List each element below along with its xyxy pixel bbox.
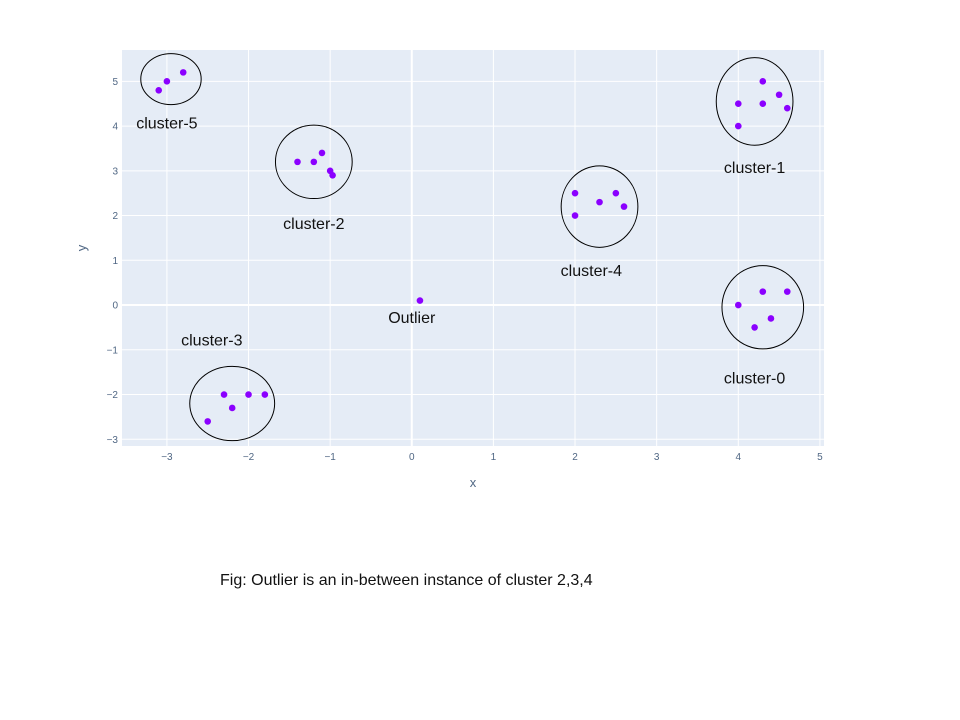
data-point bbox=[571, 189, 579, 197]
cluster-2-outline bbox=[274, 124, 353, 200]
y-tick-label: 1 bbox=[112, 256, 118, 267]
cluster-outlines bbox=[140, 53, 805, 442]
data-point bbox=[318, 149, 326, 157]
data-point bbox=[228, 404, 236, 412]
data-point bbox=[734, 122, 742, 130]
data-point bbox=[751, 324, 758, 331]
annotation-outlier: Outlier bbox=[388, 310, 436, 327]
data-point bbox=[775, 91, 783, 99]
tick-labels: −3 −2 −1 0 1 2 3 4 5 −3 −2 −1 0 1 2 3 4 5 bbox=[107, 77, 824, 463]
x-tick-label: 0 bbox=[409, 452, 415, 463]
data-point bbox=[734, 301, 742, 309]
y-tick-label: 4 bbox=[112, 122, 118, 133]
data-point bbox=[155, 86, 163, 94]
data-point bbox=[179, 69, 187, 76]
data-point bbox=[220, 391, 228, 398]
x-tick-label: 3 bbox=[654, 452, 660, 463]
x-tick-label: −3 bbox=[161, 452, 173, 463]
annotation-cluster-1: cluster-1 bbox=[724, 160, 785, 177]
data-point bbox=[767, 315, 775, 322]
x-tick-label: −1 bbox=[324, 452, 336, 463]
data-points bbox=[155, 69, 791, 425]
x-axis-title: x bbox=[470, 475, 477, 490]
data-point bbox=[759, 78, 767, 85]
gridlines bbox=[122, 50, 824, 446]
data-point bbox=[329, 171, 336, 179]
data-point bbox=[294, 158, 301, 166]
y-tick-label: 2 bbox=[112, 211, 118, 222]
cluster-3-outline bbox=[189, 365, 276, 442]
data-point bbox=[596, 198, 603, 206]
cluster-4-outline bbox=[560, 165, 639, 248]
cluster-5-outline bbox=[140, 53, 202, 106]
data-point bbox=[571, 212, 579, 219]
data-point bbox=[759, 288, 767, 295]
y-tick-label: 3 bbox=[112, 166, 118, 177]
y-tick-label: −2 bbox=[107, 390, 119, 401]
data-point bbox=[783, 288, 791, 295]
data-point bbox=[245, 391, 252, 398]
y-tick-label: −3 bbox=[107, 435, 119, 446]
x-tick-label: 2 bbox=[572, 452, 578, 463]
y-tick-label: 5 bbox=[112, 77, 118, 88]
annotation-cluster-4: cluster-4 bbox=[561, 263, 622, 280]
data-point bbox=[261, 391, 269, 398]
data-point bbox=[204, 418, 212, 425]
annotation-cluster-3: cluster-3 bbox=[181, 332, 242, 349]
x-tick-label: 5 bbox=[817, 452, 823, 463]
annotation-cluster-5: cluster-5 bbox=[136, 115, 197, 132]
x-tick-label: 4 bbox=[736, 452, 742, 463]
y-axis-title: y bbox=[74, 244, 89, 251]
plot-area bbox=[122, 50, 824, 446]
cluster-0-outline bbox=[721, 265, 805, 350]
annotation-cluster-0: cluster-0 bbox=[724, 370, 785, 387]
data-point bbox=[612, 189, 620, 197]
x-tick-label: 1 bbox=[491, 452, 497, 463]
annotation-cluster-2: cluster-2 bbox=[283, 216, 344, 233]
figure-caption: Fig: Outlier is an in-between instance o… bbox=[220, 572, 593, 589]
data-point bbox=[783, 104, 791, 112]
annotations: cluster-5 cluster-2 cluster-1 cluster-4 clus… bbox=[136, 115, 785, 387]
data-point bbox=[620, 203, 628, 210]
x-tick-label: −2 bbox=[243, 452, 255, 463]
data-point bbox=[759, 100, 767, 107]
data-point bbox=[310, 158, 318, 166]
cluster-1-outline bbox=[715, 57, 794, 146]
y-tick-label: 0 bbox=[112, 301, 118, 312]
data-point bbox=[163, 78, 171, 85]
y-tick-label: −1 bbox=[107, 345, 119, 356]
data-point bbox=[734, 100, 742, 107]
data-point bbox=[416, 297, 424, 304]
